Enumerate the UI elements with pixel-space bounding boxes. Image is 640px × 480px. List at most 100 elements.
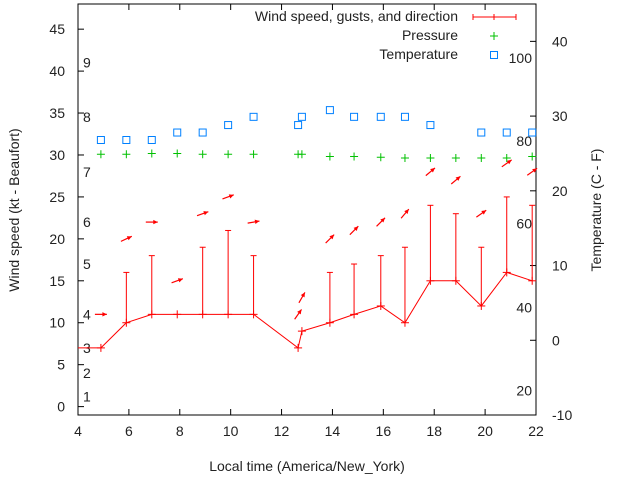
legend-sample-pressure	[490, 32, 498, 40]
temperature-point	[376, 112, 385, 121]
temperature-point	[173, 128, 182, 137]
pressure-point	[249, 150, 258, 159]
pressure-point	[224, 150, 233, 159]
beaufort-label: 9	[83, 55, 91, 71]
y-tick-label: 35	[49, 105, 65, 121]
pressure-point	[147, 149, 156, 158]
pressure-point	[426, 153, 435, 162]
legend-label-pressure: Pressure	[402, 27, 458, 43]
wind-direction-arrowhead	[455, 176, 461, 181]
beaufort-label: 2	[83, 365, 91, 381]
y2-tick-label: 10	[552, 258, 568, 274]
wind-direction-arrowhead	[203, 211, 209, 216]
temperature-point	[249, 112, 258, 121]
wind-direction-arrowhead	[297, 309, 302, 315]
wind-direction-arrowhead	[300, 292, 305, 298]
y-tick-label: 0	[57, 399, 65, 415]
wind-direction-arrowhead	[353, 226, 359, 231]
y-tick-label: 25	[49, 189, 65, 205]
wind-direction-arrowhead	[430, 167, 436, 173]
x-tick-label: 18	[426, 423, 442, 439]
temperature-point	[528, 128, 537, 137]
beaufort-label: 6	[83, 214, 91, 230]
beaufort-label: 1	[83, 389, 91, 405]
x-tick-label: 4	[74, 423, 82, 439]
x-tick-label: 14	[325, 423, 341, 439]
x-tick-label: 16	[376, 423, 392, 439]
temperature-point	[350, 112, 359, 121]
y2-axis-label: Temperature (C - F)	[588, 149, 604, 272]
pressure-point	[122, 150, 131, 159]
beaufort-label: 8	[83, 109, 91, 125]
wind-direction-arrowhead	[481, 210, 487, 215]
pressure-point	[325, 152, 334, 161]
wind-direction-arrowhead	[380, 217, 386, 223]
x-tick-label: 10	[223, 423, 239, 439]
pressure-point	[477, 153, 486, 162]
y2-tick-label: -10	[552, 407, 572, 423]
wind-direction-arrowhead	[177, 278, 183, 283]
x-tick-label: 20	[477, 423, 493, 439]
temperature-point	[96, 136, 105, 145]
pressure-point	[400, 153, 409, 162]
wind-direction-arrowhead	[153, 219, 158, 225]
temperature-point	[477, 128, 486, 137]
wind-direction-arrowhead	[228, 194, 234, 199]
pressure-point	[350, 152, 359, 161]
fahrenheit-label: 40	[516, 299, 532, 315]
pressure-point	[528, 152, 537, 161]
y2-tick-label: 20	[552, 183, 568, 199]
wind-direction-arrowhead	[329, 234, 335, 240]
y2-tick-label: 40	[552, 33, 568, 49]
fahrenheit-label: 100	[509, 50, 533, 66]
y-tick-label: 5	[57, 357, 65, 373]
beaufort-label: 5	[83, 256, 91, 272]
legend: Wind speed, gusts, and direction Pressur…	[255, 8, 517, 62]
temperature-point	[198, 128, 207, 137]
y-tick-label: 10	[49, 315, 65, 331]
wind-direction-arrowhead	[126, 236, 132, 241]
legend-label-wind: Wind speed, gusts, and direction	[255, 8, 458, 24]
pressure-point	[451, 153, 460, 162]
temperature-point	[224, 121, 233, 130]
pressure-point	[297, 150, 306, 159]
wind-direction-arrowhead	[532, 168, 538, 173]
y2-tick-label: 0	[552, 332, 560, 348]
temperature-point	[400, 112, 409, 121]
pressure-point	[198, 150, 207, 159]
legend-sample-temperature	[490, 51, 498, 59]
fahrenheit-label: 20	[516, 382, 532, 398]
y-tick-label: 30	[49, 147, 65, 163]
fahrenheit-label: 80	[516, 133, 532, 149]
fahrenheit-label: 60	[516, 216, 532, 232]
legend-sample-wind	[472, 14, 517, 20]
plot-border	[77, 3, 537, 416]
y2-tick-label: 30	[552, 108, 568, 124]
y-tick-label: 45	[49, 21, 65, 37]
wind-direction-arrowhead	[506, 159, 512, 165]
pressure-point	[502, 153, 511, 162]
wind-direction-arrowhead	[102, 312, 107, 317]
y-tick-label: 15	[49, 273, 65, 289]
pressure-point	[96, 150, 105, 159]
x-tick-label: 12	[274, 423, 290, 439]
temperature-point	[325, 106, 334, 115]
temperature-point	[122, 136, 131, 145]
temperature-point	[297, 112, 306, 121]
pressure-point	[376, 153, 385, 162]
beaufort-label: 4	[83, 306, 91, 322]
legend-label-temperature: Temperature	[379, 46, 458, 62]
y-axis-label: Wind speed (kt - Beaufort)	[6, 128, 22, 291]
x-tick-label: 8	[176, 423, 184, 439]
wind-direction-arrowhead	[254, 219, 260, 224]
temperature-point	[426, 121, 435, 130]
x-tick-label: 22	[528, 423, 544, 439]
x-axis-label: Local time (America/New_York)	[209, 458, 405, 474]
wind-speed-line	[78, 271, 533, 349]
temperature-point	[502, 128, 511, 137]
temperature-point	[294, 121, 303, 130]
beaufort-label: 7	[83, 164, 91, 180]
pressure-point	[173, 149, 182, 158]
